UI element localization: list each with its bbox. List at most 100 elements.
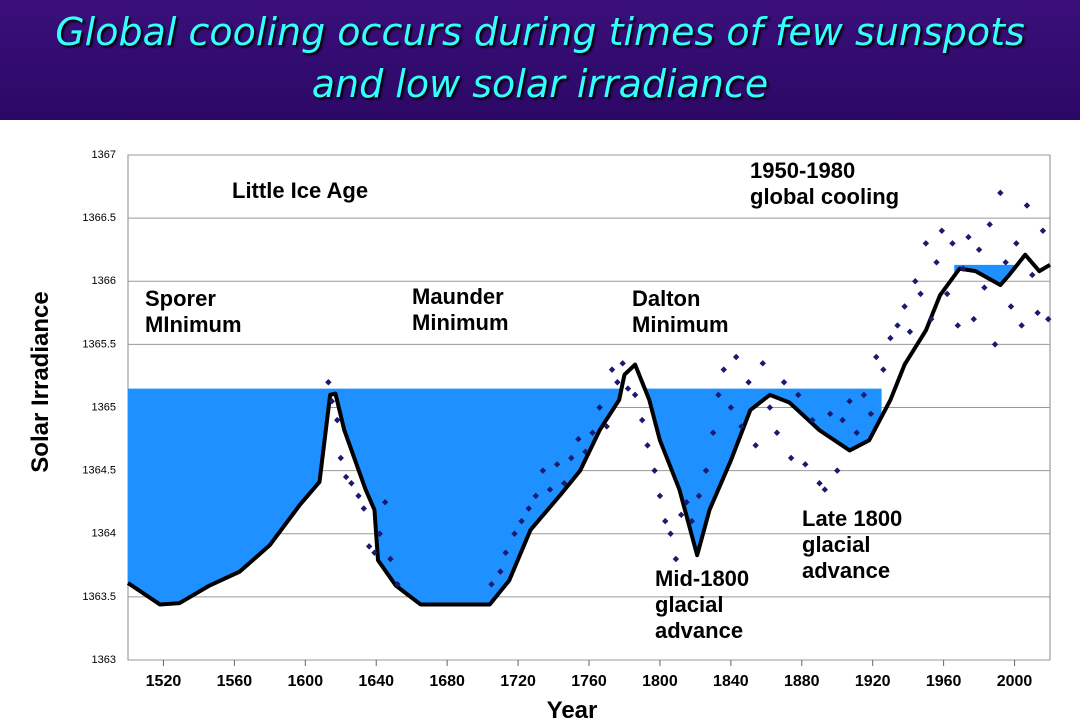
scatter-point [695, 492, 703, 500]
scatter-point [546, 486, 554, 493]
annotation: Late 1800 [802, 506, 902, 531]
scatter-point [975, 246, 983, 253]
scatter-point [894, 322, 901, 329]
scatter-point [387, 555, 394, 563]
scatter-point [539, 467, 547, 474]
shaded-area [128, 388, 882, 605]
scatter-point [614, 379, 621, 386]
scatter-point [715, 391, 722, 399]
scatter-point [672, 555, 680, 563]
x-tick-label: 1640 [358, 673, 394, 690]
annotation: Minimum [412, 310, 509, 335]
x-tick-label: 2000 [997, 673, 1033, 690]
scatter-point [511, 530, 518, 537]
annotation: Minimum [632, 312, 729, 337]
scatter-point [821, 486, 829, 493]
scatter-point [1007, 303, 1015, 310]
x-tick-label: 1800 [642, 673, 678, 690]
annotation: Mid-1800 [655, 566, 749, 591]
scatter-point [518, 517, 525, 525]
scatter-point [766, 404, 774, 411]
scatter-point [709, 429, 717, 436]
scatter-point [954, 322, 961, 329]
scatter-point [933, 259, 940, 266]
scatter-point [795, 391, 802, 399]
scatter-point [826, 410, 834, 418]
annotation: advance [802, 558, 890, 583]
scatter-point [759, 360, 766, 367]
scatter-point [949, 240, 956, 247]
scatter-point [880, 366, 887, 373]
chart: Solar Irradiance Year 1363 1363.5 1364 1364… [27, 149, 1052, 720]
scatter-point [589, 429, 596, 436]
annotation: 1950-1980 [750, 158, 855, 183]
scatter-point [662, 517, 669, 525]
scatter-point [773, 429, 781, 436]
annotation: global cooling [750, 184, 899, 209]
scatter-point [901, 303, 908, 310]
x-tick-label: 1880 [784, 673, 820, 690]
scatter-point [997, 189, 1004, 197]
scatter-point [334, 416, 341, 424]
annotation: Maunder [412, 284, 504, 309]
scatter-point [502, 549, 509, 556]
scatter-point [667, 530, 674, 537]
annotation: glacial [802, 532, 870, 557]
x-tick-label: 1680 [429, 673, 465, 690]
scatter-point [702, 467, 710, 474]
scatter-point [860, 391, 868, 399]
scatter-point [720, 366, 727, 373]
x-tick-label: 1720 [500, 673, 536, 690]
scatter-point [619, 360, 626, 367]
annotation: Dalton [632, 286, 700, 311]
scatter-point [727, 404, 735, 411]
scatter-point [1034, 309, 1041, 317]
annotation: Little Ice Age [232, 178, 368, 203]
annotation: glacial [655, 592, 723, 617]
scatter-point [1039, 227, 1047, 234]
scatter-point [371, 549, 378, 556]
y-tick-label: 1365 [92, 401, 116, 413]
y-axis-title: Solar Irradiance [27, 291, 54, 472]
scatter-point [342, 473, 350, 481]
scatter-point [624, 385, 632, 392]
x-tick-label: 1840 [713, 673, 749, 690]
scatter-point [328, 397, 336, 405]
y-tick-label: 1367 [92, 149, 116, 161]
y-tick-label: 1365.5 [82, 338, 116, 350]
scatter-point [834, 467, 841, 474]
scatter-point [970, 315, 977, 323]
x-axis-title: Year [547, 697, 598, 720]
scatter-point [532, 492, 540, 500]
scatter-point [365, 543, 373, 550]
scatter-point [1045, 315, 1052, 323]
scatter-point [337, 454, 344, 462]
scatter-point [360, 505, 368, 512]
scatter-point [943, 290, 951, 298]
scatter-point [381, 498, 389, 506]
scatter-point [752, 442, 759, 449]
scatter-point [732, 353, 740, 361]
x-tick-label: 1600 [288, 673, 324, 690]
scatter-point [1018, 322, 1025, 329]
scatter-point [965, 233, 972, 241]
scatter-point [348, 480, 355, 487]
x-tick-label: 1520 [146, 673, 182, 690]
annotation: Sporer [145, 286, 216, 311]
scatter-point [644, 442, 651, 449]
irradiance-line [126, 252, 1052, 607]
scatter-point [656, 492, 664, 500]
scatter-point [867, 410, 875, 418]
scatter-point [568, 454, 575, 462]
scatter-point [553, 461, 561, 468]
scatter-point [802, 461, 809, 468]
x-tick-label: 1920 [855, 673, 891, 690]
scatter-point [678, 511, 685, 519]
scatter-point [1013, 240, 1020, 247]
scatter-point [355, 492, 362, 500]
slide-title: Global cooling occurs during times of fe… [55, 10, 1025, 106]
scatter-point [938, 227, 946, 234]
scatter-point [608, 366, 616, 373]
y-tick-label: 1363 [92, 654, 116, 666]
